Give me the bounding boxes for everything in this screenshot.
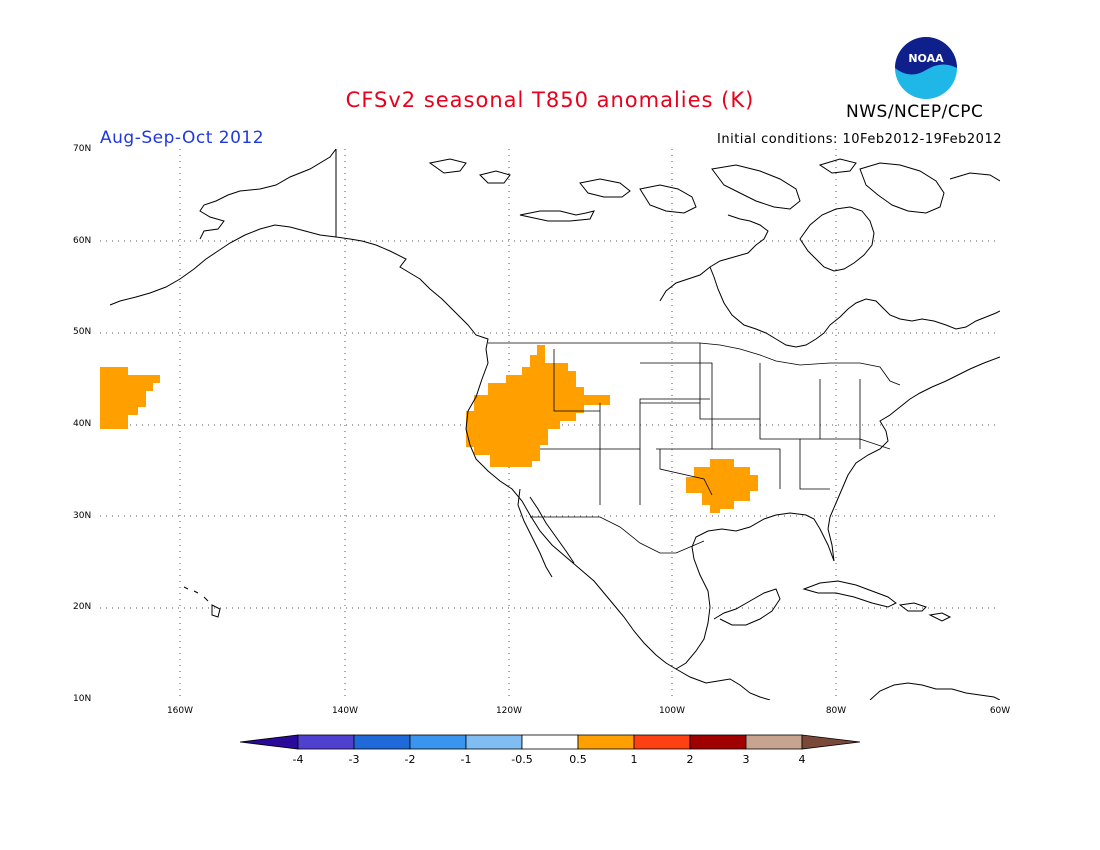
colorbar — [240, 734, 860, 750]
colorbar-label: 2 — [686, 753, 694, 766]
lat-label-40n: 40N — [73, 419, 92, 429]
colorbar-cell — [465, 734, 523, 750]
lon-label-160w: 160W — [166, 706, 194, 716]
colorbar-cell — [353, 734, 411, 750]
anomaly-region-western-us — [466, 345, 610, 467]
coastlines — [109, 149, 1000, 700]
colorbar-label: 0.5 — [569, 753, 587, 766]
lon-label-80w: 80W — [825, 706, 847, 716]
colorbar-label: 1 — [630, 753, 638, 766]
lon-label-120w: 120W — [495, 706, 523, 716]
lat-label-70n: 70N — [73, 144, 92, 154]
season-label: Aug-Sep-Oct 2012 — [100, 128, 265, 148]
noaa-logo: NOAA — [895, 37, 957, 99]
page-title: CFSv2 seasonal T850 anomalies (K) — [345, 88, 755, 112]
colorbar-label: 3 — [742, 753, 750, 766]
colorbar-arrow-left — [240, 734, 299, 750]
agency-label: NWS/NCEP/CPC — [846, 102, 984, 122]
colorbar-cell — [689, 734, 747, 750]
colorbar-cell — [521, 734, 579, 750]
colorbar-cell — [409, 734, 467, 750]
political-borders — [488, 342, 901, 554]
graticule — [100, 149, 1000, 700]
colorbar-cell — [745, 734, 803, 750]
colorbar-cell — [297, 734, 355, 750]
lon-label-100w: 100W — [658, 706, 686, 716]
anomaly-region-north-pacific — [100, 367, 160, 429]
lon-label-140w: 140W — [331, 706, 359, 716]
colorbar-arrow-right — [801, 734, 860, 750]
initial-conditions-label: Initial conditions: 10Feb2012-19Feb2012 — [717, 132, 1002, 147]
colorbar-label: -2 — [404, 753, 416, 766]
lat-label-60n: 60N — [73, 236, 92, 246]
colorbar-cell — [577, 734, 635, 750]
colorbar-label: -0.5 — [511, 753, 533, 766]
colorbar-cell — [633, 734, 691, 750]
lon-label-60w: 60W — [989, 706, 1011, 716]
lat-label-30n: 30N — [73, 511, 92, 521]
lat-label-20n: 20N — [73, 602, 92, 612]
lat-label-50n: 50N — [73, 327, 92, 337]
colorbar-label: 4 — [798, 753, 806, 766]
colorbar-label: -1 — [460, 753, 472, 766]
anomaly-map — [100, 149, 1000, 700]
colorbar-label: -4 — [292, 753, 304, 766]
logo-text: NOAA — [908, 52, 944, 65]
lat-label-10n: 10N — [73, 694, 92, 704]
anomaly-region-south-central-us — [686, 459, 758, 513]
colorbar-label: -3 — [348, 753, 360, 766]
